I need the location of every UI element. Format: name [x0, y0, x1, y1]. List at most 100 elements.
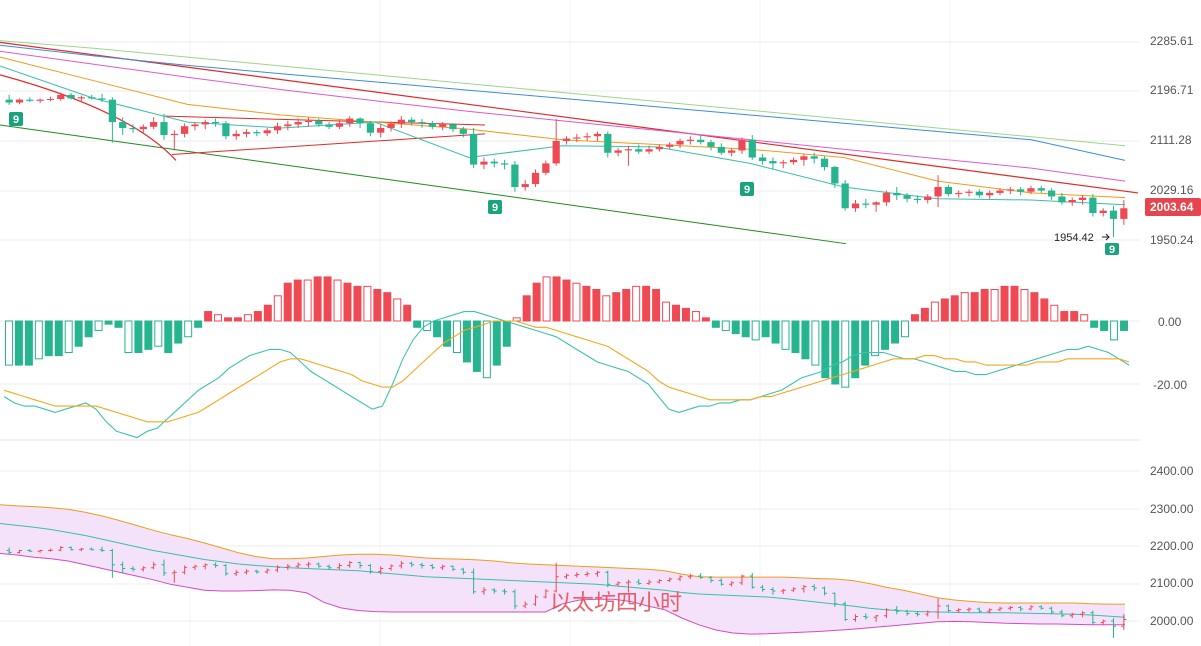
- macd-histogram-bar: [940, 298, 949, 322]
- watermark: 以太坊四小时: [550, 590, 682, 615]
- candle-body: [191, 124, 199, 127]
- macd-histogram-bar: [602, 295, 611, 322]
- candle-body: [841, 183, 849, 209]
- macd-histogram-bar: [482, 320, 491, 379]
- macd-histogram-bar: [721, 320, 730, 331]
- macd-histogram-bar: [901, 320, 909, 338]
- macd-histogram-bar: [433, 320, 442, 338]
- macd-histogram-bar: [542, 276, 551, 322]
- macd-histogram-bar: [1000, 285, 1009, 322]
- candle-body: [975, 191, 983, 196]
- price-tick-label: 2111.28: [1150, 133, 1192, 147]
- candle-body: [851, 203, 860, 209]
- macd-panel: [3, 276, 1130, 439]
- macd-histogram-bar: [691, 311, 700, 322]
- macd-histogram-bar: [811, 320, 820, 366]
- macd-histogram-bar: [701, 317, 710, 322]
- candle-body: [57, 94, 65, 100]
- macd-histogram-bar: [253, 311, 262, 322]
- candle-body: [273, 126, 282, 131]
- candle-body: [26, 99, 34, 101]
- candle-body: [98, 98, 106, 100]
- candle-body: [88, 97, 96, 99]
- candle-body: [5, 99, 13, 103]
- candle-body: [872, 202, 880, 205]
- macd-histogram-bar: [572, 282, 581, 322]
- macd-histogram-bar: [472, 320, 481, 372]
- macd-histogram-bar: [423, 320, 432, 331]
- td-badge: [1105, 243, 1119, 255]
- macd-histogram-bar: [313, 276, 322, 322]
- macd-histogram-bar: [592, 289, 601, 322]
- macd-histogram-bar: [970, 292, 979, 322]
- macd-histogram-bar: [711, 320, 720, 328]
- candle-body: [170, 133, 178, 136]
- candle-body: [263, 130, 271, 134]
- candle-body: [408, 119, 416, 123]
- candle-body: [377, 127, 385, 133]
- macd-histogram-bar: [413, 320, 422, 328]
- macd-histogram-bar: [114, 320, 123, 328]
- candle-body: [1099, 210, 1107, 213]
- macd-histogram-bar: [14, 320, 23, 366]
- candle-body: [77, 97, 86, 99]
- boll-upper-line: [0, 504, 1125, 605]
- td-badge-label: 9: [744, 184, 750, 196]
- candle-body: [1089, 197, 1097, 213]
- macd-histogram-bar: [851, 320, 860, 379]
- candle-body: [955, 192, 963, 195]
- candlestick-panel: [0, 40, 1139, 245]
- boll-band-fill: [0, 504, 1125, 635]
- price-axis: 2285.61 2196.71 2111.28 2029.16 1950.24 …: [1145, 34, 1201, 628]
- macd-histogram-bar: [323, 276, 332, 322]
- macd-histogram-bar: [1020, 289, 1029, 322]
- macd-histogram-bar: [1070, 311, 1079, 322]
- ma-light-green-line: [0, 40, 1126, 147]
- macd-histogram-bar: [44, 320, 53, 357]
- macd-histogram-bar: [134, 320, 143, 353]
- candle-body: [181, 126, 189, 134]
- macd-histogram-bar: [343, 282, 352, 322]
- macd-histogram-bar: [194, 320, 203, 328]
- price-tick-label: 2285.61: [1150, 34, 1194, 48]
- macd-histogram-bar: [1100, 320, 1109, 331]
- candle-body: [810, 156, 818, 159]
- macd-histogram-bar: [1080, 314, 1089, 322]
- macd-histogram-bar: [54, 320, 63, 357]
- macd-histogram-bar: [124, 320, 133, 353]
- candle-body: [480, 161, 488, 165]
- price-tick-label: 2196.71: [1150, 83, 1194, 97]
- macd-histogram-bar: [562, 279, 571, 322]
- macd-histogram-bar: [443, 320, 452, 347]
- candle-body: [666, 144, 674, 147]
- candle-body: [542, 163, 550, 173]
- macd-histogram-bar: [881, 320, 890, 350]
- boll-tick-label: 2400.00: [1150, 464, 1194, 478]
- candle-body: [490, 161, 498, 164]
- candle-body: [862, 203, 870, 205]
- price-tick-label: 2029.16: [1150, 183, 1194, 197]
- macd-histogram-bar: [383, 292, 392, 322]
- ma-teal-line: [0, 65, 1126, 206]
- candle-body: [387, 123, 395, 128]
- macd-histogram-bar: [980, 289, 989, 322]
- macd-histogram-bar: [104, 320, 113, 325]
- candle-body: [800, 156, 808, 160]
- arrow-right-icon: [1102, 233, 1110, 241]
- candle-body: [15, 99, 24, 103]
- candle-body: [996, 190, 1004, 193]
- candle-body: [924, 196, 932, 200]
- candle-body: [707, 142, 715, 147]
- candle-body: [459, 129, 467, 134]
- candle-body: [748, 139, 756, 158]
- macd-dea-line: [3, 320, 1130, 423]
- support-line: [0, 124, 847, 245]
- macd-histogram-bar: [144, 320, 153, 350]
- macd-histogram-bar: [24, 320, 33, 366]
- candle-body: [676, 140, 684, 145]
- macd-histogram-bar: [821, 320, 830, 379]
- macd-histogram-bar: [841, 320, 850, 388]
- macd-histogram-bar: [960, 292, 969, 322]
- macd-histogram-bar: [861, 320, 870, 366]
- td-badge-label: 9: [492, 202, 498, 214]
